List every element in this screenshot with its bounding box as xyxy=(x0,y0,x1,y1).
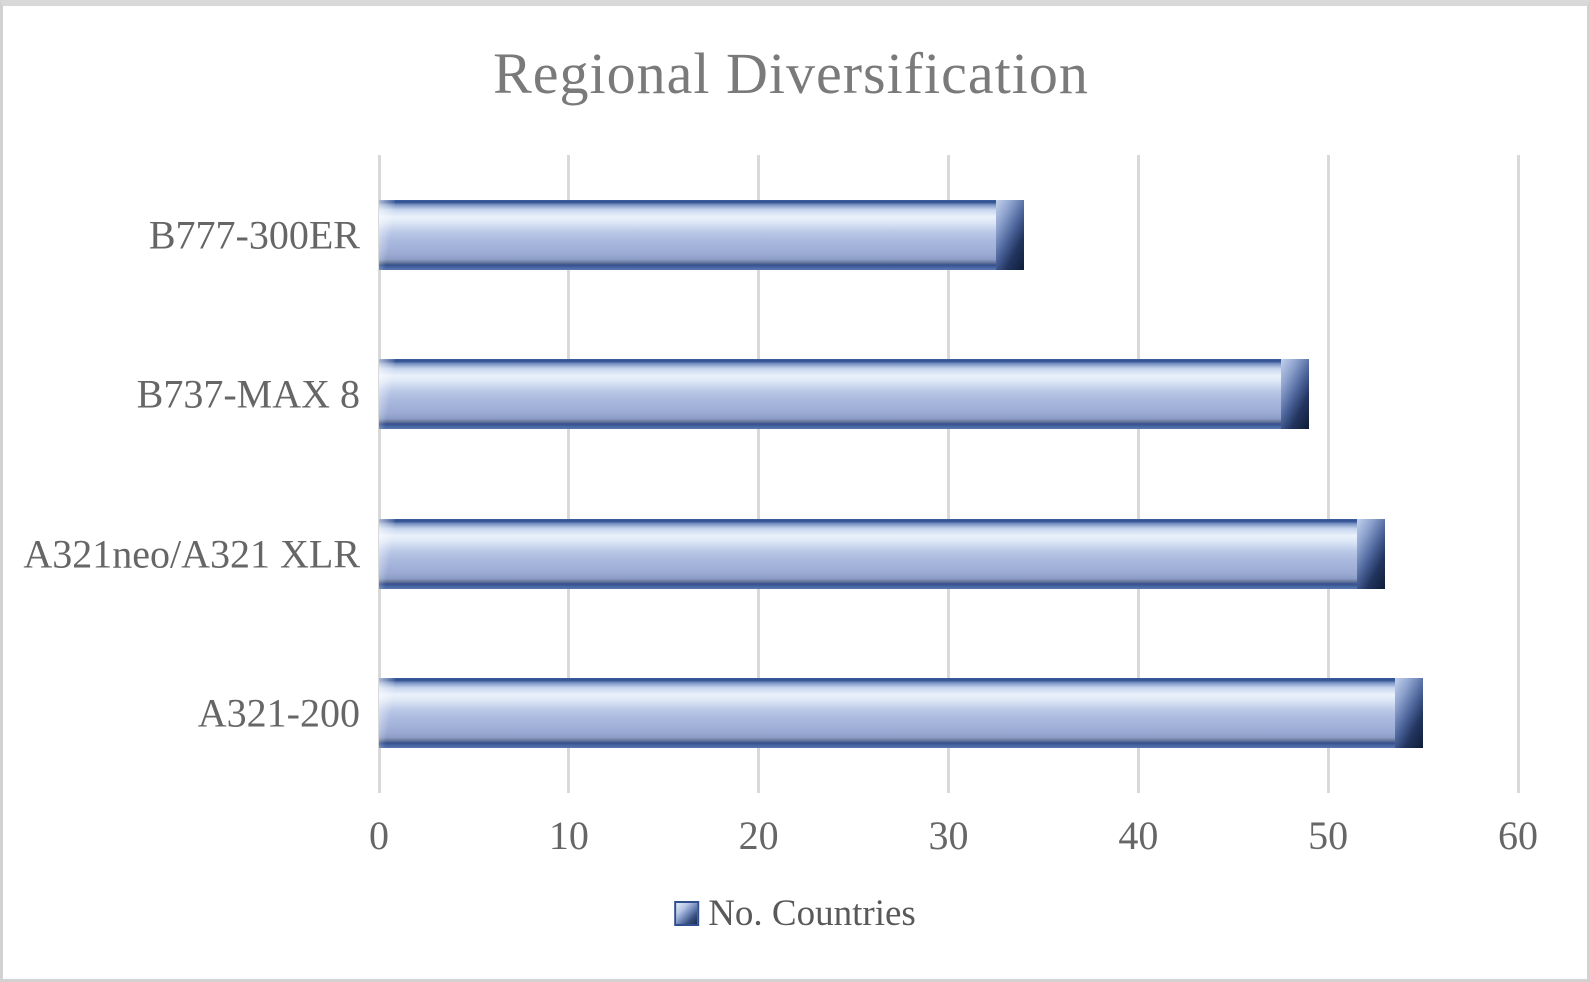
gridline xyxy=(1516,155,1520,793)
bar-A321neo/A321 XLR[interactable] xyxy=(379,518,1386,589)
x-axis-tick-label: 60 xyxy=(1498,813,1538,858)
gridline xyxy=(1136,155,1140,793)
category-label: B737-MAX 8 xyxy=(136,371,360,417)
gridline xyxy=(947,155,950,793)
chart-title[interactable]: Regional Diversification xyxy=(493,41,1089,106)
bar-B737-MAX 8[interactable] xyxy=(379,359,1310,430)
x-axis-tick-label: 20 xyxy=(738,813,779,858)
bar-A321-200[interactable] xyxy=(379,678,1424,749)
legend[interactable]: No. Countries xyxy=(674,892,916,935)
x-axis-tick-label: 10 xyxy=(548,813,589,858)
x-axis-tick-label: 50 xyxy=(1308,813,1349,858)
x-axis-tick-label: 40 xyxy=(1118,813,1159,858)
x-axis-tick-label: 0 xyxy=(369,813,389,858)
x-axis-tick-label: 30 xyxy=(928,813,969,858)
category-label: A321neo/A321 XLR xyxy=(23,531,360,577)
gridline xyxy=(377,155,381,793)
category-label: B777-300ER xyxy=(148,212,360,258)
gridline xyxy=(567,155,571,793)
plot-area xyxy=(377,155,1520,793)
bar-B777-300ER[interactable] xyxy=(379,199,1025,270)
gridline xyxy=(1326,155,1330,793)
category-label: A321-200 xyxy=(197,690,360,736)
legend-series-marker-icon xyxy=(674,901,700,926)
gridline xyxy=(757,155,761,793)
legend-series-label: No. Countries xyxy=(708,893,916,934)
